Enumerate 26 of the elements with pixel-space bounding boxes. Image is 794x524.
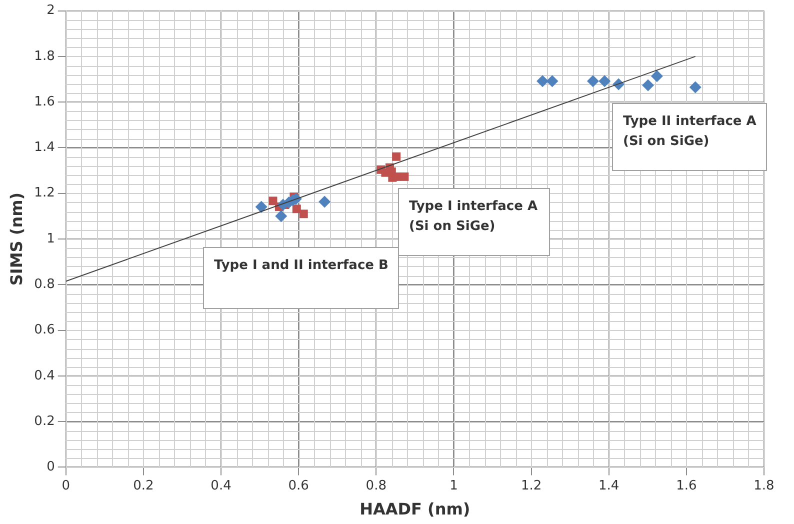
y-tick-label: 2 bbox=[46, 3, 55, 18]
x-tick-label: 0.6 bbox=[288, 478, 309, 494]
y-tick-label: 0.2 bbox=[34, 414, 55, 429]
y-tick-label: 0.6 bbox=[34, 322, 55, 338]
x-tick-label: 0 bbox=[62, 478, 70, 494]
x-tick-label: 1.8 bbox=[754, 478, 774, 494]
x-axis-title: HAADF (nm) bbox=[360, 500, 470, 519]
x-tick-label: 0.8 bbox=[366, 478, 386, 494]
y-tick-label: 0.8 bbox=[34, 277, 55, 292]
x-tick-label: 0.4 bbox=[210, 478, 232, 494]
y-tick-label: 0.4 bbox=[34, 368, 55, 384]
y-tick-label: 1.4 bbox=[34, 140, 55, 156]
y-tick-label: 1.6 bbox=[34, 94, 55, 110]
x-tick-label: 1.2 bbox=[520, 478, 542, 494]
text-box: Type I interface A (Si on SiGe) bbox=[398, 188, 550, 256]
x-tick-label: 1 bbox=[450, 478, 458, 494]
y-tick-label: 1.8 bbox=[34, 48, 55, 64]
y-axis-title: SIMS (nm) bbox=[6, 192, 26, 286]
text-box: Type I and II interface B bbox=[203, 247, 400, 309]
text-box: Type II interface A (Si on SiGe) bbox=[612, 103, 768, 171]
x-tick-label: 1.6 bbox=[676, 478, 697, 494]
y-tick-label: 0 bbox=[46, 460, 55, 475]
y-tick-label: 1.2 bbox=[34, 186, 55, 201]
y-tick-label: 1 bbox=[46, 231, 55, 246]
x-tick-label: 0.2 bbox=[133, 478, 154, 494]
x-tick-label: 1.4 bbox=[598, 478, 620, 494]
